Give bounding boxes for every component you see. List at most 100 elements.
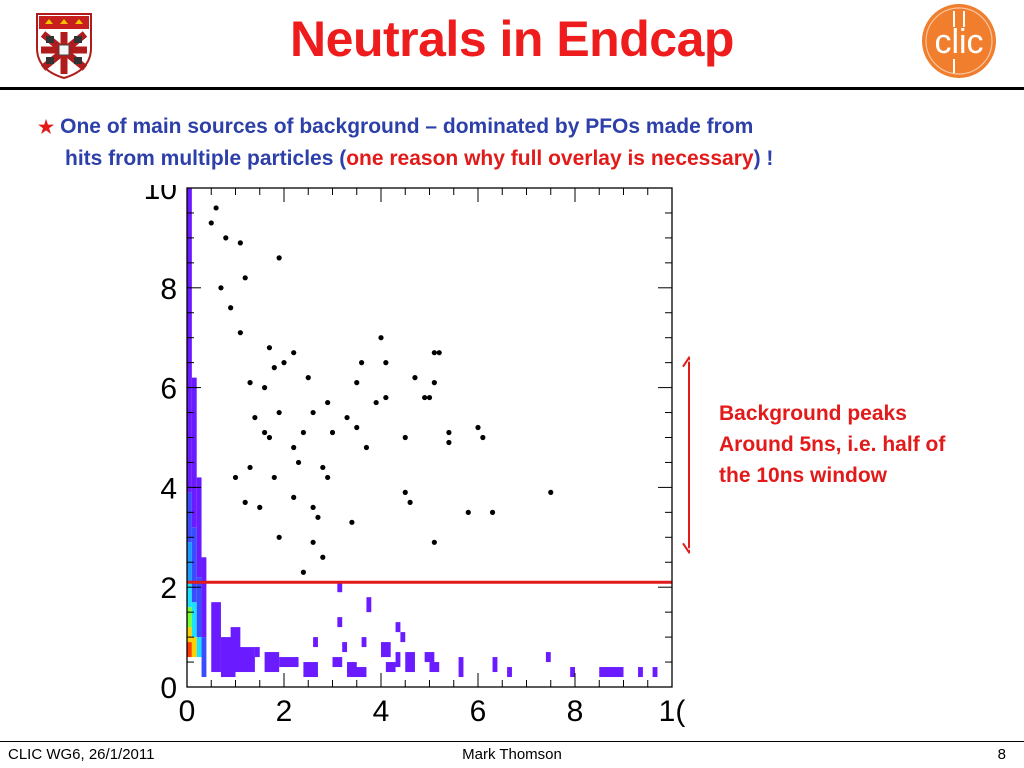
university-crest-logo: [36, 13, 92, 80]
histogram-cell: [361, 637, 367, 648]
data-point: [422, 394, 428, 401]
data-point: [383, 360, 389, 366]
data-point: [446, 439, 452, 446]
data-point: [402, 434, 408, 441]
data-point: [295, 459, 302, 466]
slide-title: Neutrals in Endcap: [290, 11, 734, 67]
bullet-text-line1: One of main sources of background – domi…: [60, 115, 754, 138]
histogram-cell: [507, 667, 512, 678]
data-point: [305, 375, 311, 381]
data-point: [354, 380, 360, 386]
data-point: [320, 464, 326, 471]
data-point: [262, 429, 268, 436]
histogram-cell: [230, 627, 241, 658]
data-point: [237, 240, 243, 246]
x-tick-label: 2: [276, 695, 293, 728]
data-point: [310, 504, 316, 510]
data-point: [271, 365, 277, 371]
histogram-cell: [385, 662, 396, 673]
data-point: [436, 350, 442, 356]
histogram-cell: [424, 652, 435, 663]
histogram-cell: [342, 642, 348, 653]
histogram-cell: [187, 417, 192, 493]
x-tick-label: 4: [373, 695, 390, 728]
data-point: [247, 380, 253, 386]
y-tick-label: 6: [160, 373, 177, 406]
histogram-cell: [381, 642, 391, 658]
data-point: [213, 205, 219, 211]
histogram-cell: [187, 582, 192, 608]
histogram-cell: [187, 607, 192, 628]
histogram-cell: [201, 637, 207, 678]
data-point: [315, 514, 321, 520]
y-tick-label: 2: [160, 572, 177, 605]
data-point: [426, 394, 433, 401]
data-point: [310, 409, 316, 416]
data-point: [431, 380, 437, 386]
footer-page-number: 8: [997, 746, 1006, 763]
data-point: [242, 275, 248, 281]
histogram-cell: [191, 377, 197, 528]
timing-scatter-plot: 0 2 4 6 8 1(0 2 4 6 8 10: [144, 185, 690, 728]
data-point: [329, 429, 336, 436]
data-point: [373, 399, 379, 406]
data-point: [223, 235, 229, 241]
data-point: [266, 345, 273, 351]
annotation-line: Background peaks: [719, 402, 907, 425]
x-tick-label: 6: [470, 695, 487, 728]
background-peak-annotation: Background peaks Around 5ns, i.e. half o…: [719, 398, 1009, 491]
data-point: [300, 569, 306, 575]
data-point: [310, 539, 316, 545]
data-point: [281, 360, 287, 366]
histogram-cell: [395, 622, 401, 633]
histogram-cell: [570, 667, 575, 678]
data-point: [383, 394, 389, 401]
histogram-cell: [638, 667, 643, 678]
range-arrow-down-icon: [682, 542, 690, 555]
histogram-cell: [599, 667, 624, 678]
histogram-cell: [211, 602, 221, 673]
data-point: [218, 285, 224, 291]
data-point: [446, 429, 452, 436]
histogram-cell: [313, 637, 318, 648]
histogram-cell: [196, 477, 202, 578]
y-tick-label: 8: [160, 273, 177, 306]
bullet-highlight: one reason why full overlay is necessary: [346, 147, 754, 170]
data-point: [325, 399, 331, 406]
data-point: [228, 305, 234, 311]
x-tick-label: 8: [567, 695, 584, 728]
data-point: [291, 350, 297, 356]
data-point: [548, 489, 554, 495]
plot-frame: [186, 187, 673, 688]
footer-author: Mark Thomson: [462, 746, 562, 763]
histogram-cell: [337, 582, 343, 593]
footer-event: CLIC WG6, 26/1/2011: [8, 746, 155, 763]
y-tick-label: 10: [144, 185, 177, 206]
data-point: [489, 509, 496, 515]
data-point: [480, 434, 486, 441]
histogram-cell: [191, 527, 197, 603]
data-point: [431, 350, 437, 356]
data-point: [431, 539, 437, 545]
histogram-cell: [254, 647, 260, 658]
y-tick-label: 0: [160, 672, 177, 705]
data-point: [257, 504, 263, 510]
histogram-cell: [395, 652, 401, 668]
data-point: [300, 429, 306, 436]
histogram-cell: [187, 642, 192, 658]
data-point: [344, 414, 350, 421]
bullet-text-line2: hits from multiple particles (: [65, 147, 347, 170]
svg-text:clic: clic: [934, 23, 983, 61]
histogram-cell: [492, 657, 498, 673]
clic-logo: clic: [922, 4, 996, 78]
data-point: [320, 554, 326, 560]
data-point: [291, 444, 297, 451]
data-point: [276, 409, 282, 416]
histogram-cell: [235, 647, 255, 673]
histogram-cell: [191, 637, 197, 658]
data-point: [266, 434, 273, 441]
data-point: [407, 499, 413, 505]
data-point: [465, 509, 471, 515]
histogram-cell: [429, 662, 440, 673]
histogram-cell: [347, 667, 367, 678]
